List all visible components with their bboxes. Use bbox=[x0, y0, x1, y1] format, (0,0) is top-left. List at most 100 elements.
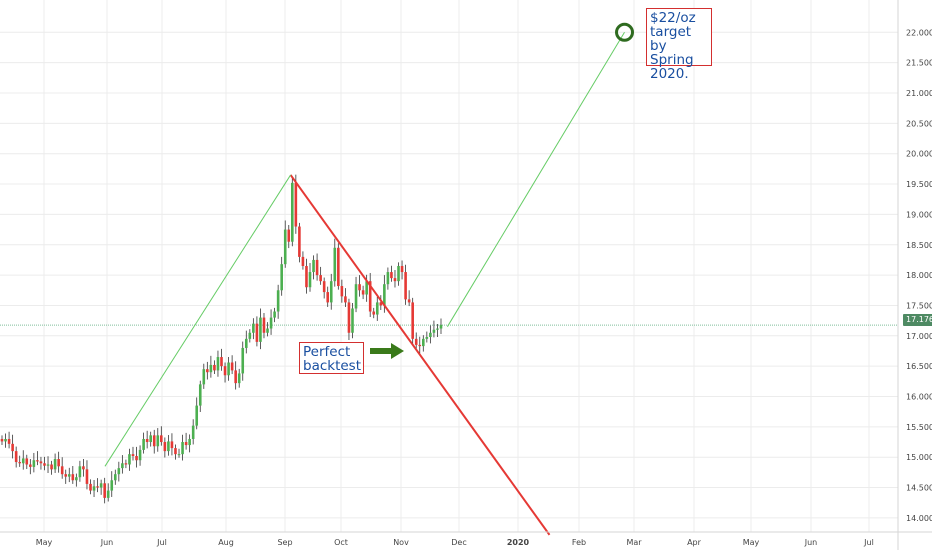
candle-body bbox=[181, 442, 184, 455]
candle-body bbox=[121, 463, 124, 469]
y-tick-label: 19.000 bbox=[906, 210, 932, 219]
candle-body bbox=[106, 490, 110, 498]
x-tick-label: Aug bbox=[218, 538, 234, 547]
x-tick-label: Nov bbox=[393, 538, 409, 547]
x-tick-label: Oct bbox=[334, 538, 348, 547]
uptrend-line bbox=[446, 32, 625, 327]
candle-body bbox=[280, 264, 283, 291]
candle-body bbox=[18, 462, 22, 464]
candle-body bbox=[32, 460, 36, 467]
candle-body bbox=[351, 308, 354, 333]
candle-body bbox=[128, 454, 131, 465]
backtest-annotation[interactable]: Perfect backtest bbox=[299, 342, 364, 374]
candle-body bbox=[156, 435, 160, 447]
candle-body bbox=[383, 284, 386, 306]
trendline-layer bbox=[104, 32, 625, 536]
candle-body bbox=[184, 442, 188, 446]
candle-body bbox=[96, 486, 99, 488]
candle-body bbox=[301, 256, 305, 266]
candle-body bbox=[39, 461, 43, 464]
candle-body bbox=[99, 483, 103, 488]
candle-body bbox=[113, 474, 117, 481]
candle-body bbox=[287, 229, 291, 242]
x-tick-label: Jul bbox=[156, 538, 167, 547]
candle-body bbox=[291, 182, 294, 242]
current-price-tag: 17.176 bbox=[903, 314, 932, 326]
candle-body bbox=[149, 435, 152, 443]
uptrend-line bbox=[104, 174, 292, 467]
candle-body bbox=[269, 317, 273, 329]
candle-body bbox=[103, 483, 106, 498]
candle-body bbox=[340, 286, 344, 297]
y-tick-label: 19.500 bbox=[906, 180, 932, 189]
candle-body bbox=[329, 281, 333, 303]
candle-body bbox=[36, 460, 39, 462]
candle-body bbox=[439, 324, 443, 329]
candle-body bbox=[262, 317, 266, 333]
marker-layer bbox=[370, 22, 635, 359]
y-tick-label: 21.000 bbox=[906, 89, 932, 98]
candle-body bbox=[305, 265, 308, 288]
y-tick-label: 16.000 bbox=[906, 393, 932, 402]
x-tick-label: May bbox=[36, 538, 53, 547]
x-tick-label: Mar bbox=[626, 538, 642, 547]
candle-body bbox=[425, 337, 429, 339]
candle-body bbox=[393, 278, 397, 282]
candle-body bbox=[191, 425, 195, 439]
candle-body bbox=[152, 435, 156, 447]
candle-body bbox=[60, 466, 64, 475]
candle-body bbox=[283, 229, 287, 265]
y-tick-label: 21.500 bbox=[906, 59, 932, 68]
candle-body bbox=[379, 302, 383, 306]
candle-body bbox=[29, 464, 32, 467]
candle-body bbox=[21, 458, 25, 464]
candle-body bbox=[400, 265, 404, 273]
y-tick-label: 17.500 bbox=[906, 301, 932, 310]
y-tick-label: 16.500 bbox=[906, 362, 932, 371]
candle-body bbox=[209, 364, 213, 373]
candle-body bbox=[315, 259, 319, 276]
y-tick-label: 15.500 bbox=[906, 423, 932, 432]
candle-body bbox=[78, 466, 82, 478]
candle-body bbox=[298, 226, 301, 257]
candle-body bbox=[188, 438, 191, 446]
candle-body bbox=[0, 438, 4, 442]
candle-body bbox=[174, 448, 177, 455]
y-tick-label: 17.000 bbox=[906, 332, 932, 341]
x-tick-label: Jun bbox=[100, 538, 114, 547]
candle-body bbox=[248, 332, 252, 339]
candle-body bbox=[57, 459, 60, 467]
candle-body bbox=[89, 483, 92, 491]
candle-body bbox=[414, 338, 418, 345]
candle-body bbox=[294, 182, 298, 227]
candle-body bbox=[117, 468, 121, 475]
candle-body bbox=[14, 451, 18, 463]
candle-body bbox=[177, 454, 181, 456]
grid-layer bbox=[0, 0, 898, 532]
candle-body bbox=[195, 405, 199, 426]
backtest-arrow-shaft bbox=[370, 348, 392, 354]
candle-body bbox=[25, 458, 29, 465]
candle-body bbox=[308, 272, 312, 288]
target-annotation[interactable]: $22/oz target by Spring 2020. bbox=[646, 8, 712, 81]
x-tick-label: Feb bbox=[572, 538, 586, 547]
x-tick-label: Sep bbox=[277, 538, 292, 547]
x-tick-label: Apr bbox=[687, 538, 702, 547]
candle-body bbox=[82, 466, 85, 470]
backtest-arrow-head bbox=[391, 343, 404, 359]
candle-body bbox=[368, 281, 372, 312]
candle-body bbox=[333, 247, 337, 282]
y-tick-label: 18.000 bbox=[906, 271, 932, 280]
candle-body bbox=[75, 477, 78, 481]
candle-body bbox=[198, 384, 202, 406]
candle-body bbox=[390, 272, 393, 279]
candle-body bbox=[135, 455, 138, 461]
candle-body bbox=[160, 435, 163, 443]
y-tick-label: 20.000 bbox=[906, 150, 932, 159]
x-tick-label: Dec bbox=[451, 538, 466, 547]
candle-body bbox=[354, 284, 358, 309]
x-tick-label: Jun bbox=[804, 538, 818, 547]
